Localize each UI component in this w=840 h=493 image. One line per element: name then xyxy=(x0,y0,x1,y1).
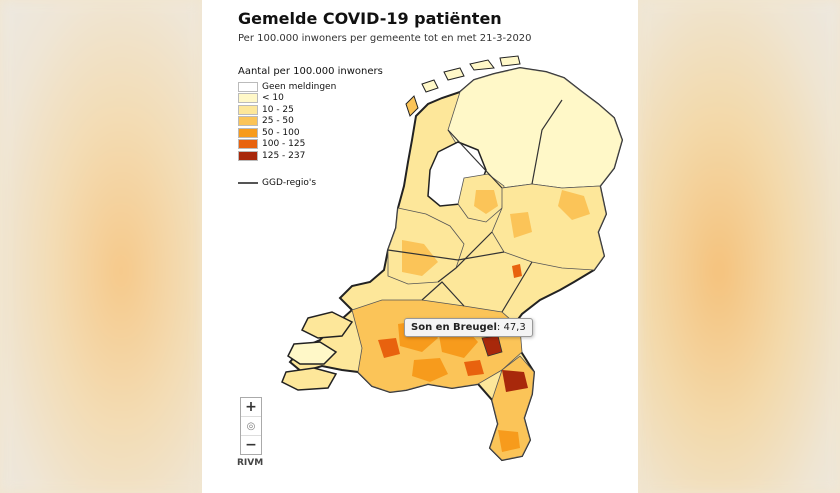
municipality-tooltip: Son en Breugel: 47,3 xyxy=(404,318,533,337)
region-east-orange-2 xyxy=(510,212,532,238)
zeeland-2 xyxy=(287,341,338,365)
legend-label: 125 - 237 xyxy=(262,150,306,161)
region-east-dark xyxy=(512,264,522,278)
ggd-borders xyxy=(387,99,563,313)
legend-item-25-50: 25 - 50 xyxy=(238,116,383,128)
tooltip-name: Son en Breugel xyxy=(411,322,497,333)
wadden-2 xyxy=(421,79,439,93)
legend-item-50-100: 50 - 100 xyxy=(238,127,383,139)
brabant-darkorange-2 xyxy=(464,360,484,376)
region-east-orange-1 xyxy=(558,190,590,220)
legend-label: Geen meldingen xyxy=(262,81,337,92)
legend-swatch xyxy=(238,81,258,92)
brabant-darkorange-1 xyxy=(378,338,400,358)
map-panel: Gemelde COVID-19 patiënten Per 100.000 i… xyxy=(202,0,638,493)
source-credit: RIVM xyxy=(237,458,264,468)
brabant-orange-3 xyxy=(412,358,448,382)
background-blur-right xyxy=(638,0,840,493)
wadden-4 xyxy=(469,59,495,71)
wadden-1 xyxy=(405,95,419,117)
legend-swatch xyxy=(238,139,258,150)
legend-swatch xyxy=(238,116,258,127)
wadden-5 xyxy=(499,55,521,67)
legend-swatch xyxy=(238,104,258,115)
legend-label: 50 - 100 xyxy=(262,127,300,138)
legend-item-100-125: 100 - 125 xyxy=(238,139,383,151)
legend-swatch xyxy=(238,150,258,161)
legend-item-geen: Geen meldingen xyxy=(238,81,383,93)
legend-item-ggd: GGD-regio's xyxy=(238,178,383,188)
zeeland-3 xyxy=(281,367,338,391)
legend-item-lt10: < 10 xyxy=(238,93,383,105)
tooltip-value: 47,3 xyxy=(503,322,526,333)
legend-item-10-25: 10 - 25 xyxy=(238,104,383,116)
zoom-in-button[interactable]: + xyxy=(241,398,261,417)
legend-label: 25 - 50 xyxy=(262,116,294,127)
legend-label: 100 - 125 xyxy=(262,139,306,150)
chart-title: Gemelde COVID-19 patiënten xyxy=(238,9,502,28)
chart-subtitle: Per 100.000 inwoners per gemeente tot en… xyxy=(238,33,532,44)
legend-label: < 10 xyxy=(262,93,284,104)
legend-line-swatch xyxy=(238,181,258,184)
region-west-orange xyxy=(402,240,438,276)
limburg-orange xyxy=(498,430,520,452)
legend-item-125-237: 125 - 237 xyxy=(238,150,383,162)
zeeland-1 xyxy=(300,311,354,339)
legend: Aantal per 100.000 inwoners Geen melding… xyxy=(238,66,383,188)
flevoland-orange xyxy=(474,190,498,214)
wadden-3 xyxy=(443,67,465,81)
legend-swatch xyxy=(238,93,258,104)
legend-label: GGD-regio's xyxy=(262,177,317,188)
legend-label: 10 - 25 xyxy=(262,104,294,115)
zoom-out-button[interactable]: − xyxy=(245,437,257,453)
background-blur-left xyxy=(0,0,202,493)
zoom-reset-button[interactable]: ◎ xyxy=(241,417,261,436)
zoom-control: + ◎ − xyxy=(240,397,262,455)
legend-swatch xyxy=(238,127,258,138)
limburg-dark xyxy=(502,370,528,392)
legend-title: Aantal per 100.000 inwoners xyxy=(238,66,383,77)
